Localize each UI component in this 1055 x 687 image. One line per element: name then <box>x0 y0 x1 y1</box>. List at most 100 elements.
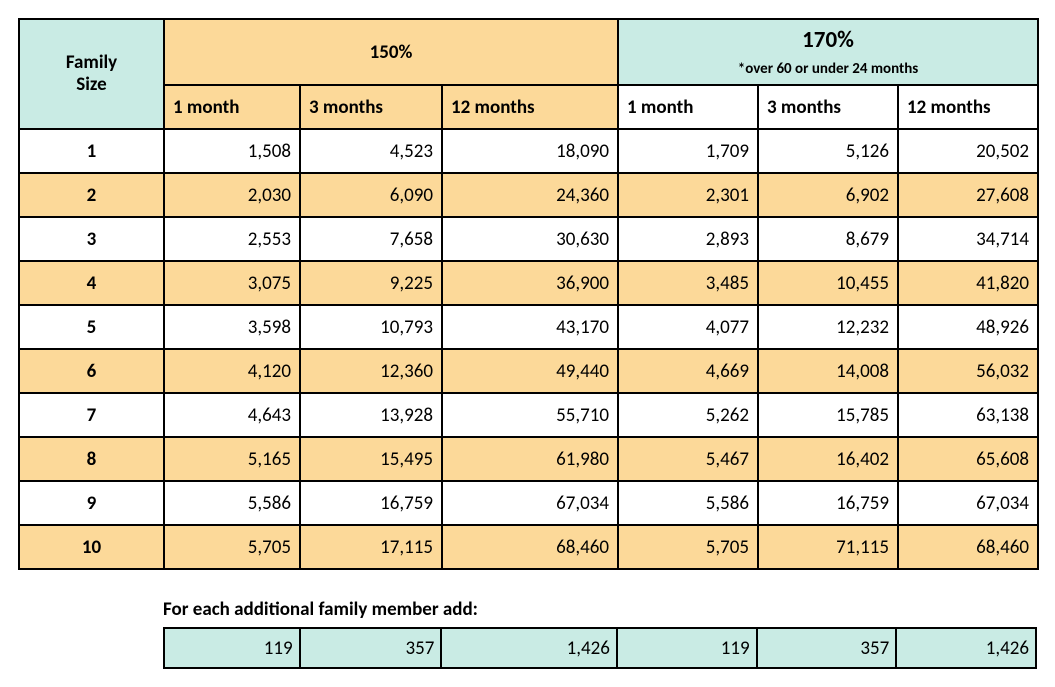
cell-value-150: 36,900 <box>442 261 618 305</box>
table-row: 105,70517,11568,4605,70571,11568,460 <box>19 525 1038 569</box>
additional-member-value: 1,426 <box>441 628 617 668</box>
cell-value-170: 4,669 <box>618 349 758 393</box>
header-period-170-2: 12 months <box>898 85 1038 129</box>
cell-value-170: 8,679 <box>758 217 898 261</box>
cell-value-150: 5,705 <box>164 525 300 569</box>
additional-member-value: 357 <box>300 628 442 668</box>
cell-value-150: 61,980 <box>442 437 618 481</box>
cell-family-size: 3 <box>19 217 164 261</box>
header-period-150-0: 1 month <box>164 85 300 129</box>
header-group-170-note: *over 60 or under 24 months <box>627 60 1029 78</box>
cell-value-150: 43,170 <box>442 305 618 349</box>
cell-value-170: 5,586 <box>618 481 758 525</box>
cell-value-170: 5,467 <box>618 437 758 481</box>
header-group-150: 150% <box>164 19 618 85</box>
cell-value-150: 1,508 <box>164 129 300 173</box>
cell-value-150: 68,460 <box>442 525 618 569</box>
cell-value-170: 2,893 <box>618 217 758 261</box>
cell-value-170: 5,126 <box>758 129 898 173</box>
cell-value-170: 63,138 <box>898 393 1038 437</box>
header-family-size: FamilySize <box>19 19 164 129</box>
cell-value-150: 2,030 <box>164 173 300 217</box>
header-group-170: 170% *over 60 or under 24 months <box>618 19 1038 85</box>
cell-value-170: 68,460 <box>898 525 1038 569</box>
table-row: 95,58616,75967,0345,58616,75967,034 <box>19 481 1038 525</box>
cell-value-150: 4,120 <box>164 349 300 393</box>
cell-family-size: 4 <box>19 261 164 305</box>
cell-family-size: 7 <box>19 393 164 437</box>
cell-value-150: 55,710 <box>442 393 618 437</box>
cell-value-150: 67,034 <box>442 481 618 525</box>
cell-value-170: 65,608 <box>898 437 1038 481</box>
cell-value-170: 67,034 <box>898 481 1038 525</box>
header-period-150-2: 12 months <box>442 85 618 129</box>
additional-member-row: 1193571,4261193571,426 <box>164 628 1036 668</box>
header-group-170-text: 170% <box>627 26 1029 54</box>
table-row: 32,5537,65830,6302,8938,67934,714 <box>19 217 1038 261</box>
header-period-150-1: 3 months <box>300 85 442 129</box>
cell-value-170: 5,262 <box>618 393 758 437</box>
cell-value-170: 34,714 <box>898 217 1038 261</box>
cell-value-150: 2,553 <box>164 217 300 261</box>
table-row: 53,59810,79343,1704,07712,23248,926 <box>19 305 1038 349</box>
additional-member-value: 357 <box>757 628 897 668</box>
additional-member-value: 119 <box>164 628 300 668</box>
cell-value-170: 71,115 <box>758 525 898 569</box>
cell-value-170: 12,232 <box>758 305 898 349</box>
cell-value-150: 15,495 <box>300 437 442 481</box>
header-period-170-0: 1 month <box>618 85 758 129</box>
additional-member-value: 1,426 <box>896 628 1036 668</box>
cell-value-170: 56,032 <box>898 349 1038 393</box>
cell-value-150: 18,090 <box>442 129 618 173</box>
footer-label: For each additional family member add: <box>163 598 1037 621</box>
header-row-periods: 1 month3 months12 months1 month3 months1… <box>19 85 1038 129</box>
header-period-170-1: 3 months <box>758 85 898 129</box>
cell-value-150: 17,115 <box>300 525 442 569</box>
cell-family-size: 5 <box>19 305 164 349</box>
cell-value-150: 24,360 <box>442 173 618 217</box>
table-row: 11,5084,52318,0901,7095,12620,502 <box>19 129 1038 173</box>
cell-value-170: 41,820 <box>898 261 1038 305</box>
cell-value-150: 13,928 <box>300 393 442 437</box>
cell-value-170: 2,301 <box>618 173 758 217</box>
cell-value-150: 10,793 <box>300 305 442 349</box>
cell-value-170: 10,455 <box>758 261 898 305</box>
cell-value-150: 5,586 <box>164 481 300 525</box>
cell-value-170: 27,608 <box>898 173 1038 217</box>
header-family-size-text: FamilySize <box>66 51 117 96</box>
income-table: FamilySize 150% 170% *over 60 or under 2… <box>18 18 1039 570</box>
cell-value-170: 1,709 <box>618 129 758 173</box>
cell-family-size: 6 <box>19 349 164 393</box>
cell-value-170: 4,077 <box>618 305 758 349</box>
cell-value-150: 3,598 <box>164 305 300 349</box>
cell-value-150: 5,165 <box>164 437 300 481</box>
cell-value-150: 16,759 <box>300 481 442 525</box>
cell-family-size: 2 <box>19 173 164 217</box>
cell-value-170: 5,705 <box>618 525 758 569</box>
cell-family-size: 10 <box>19 525 164 569</box>
table-row: 85,16515,49561,9805,46716,40265,608 <box>19 437 1038 481</box>
table-row: 64,12012,36049,4404,66914,00856,032 <box>19 349 1038 393</box>
additional-member-table: 1193571,4261193571,426 <box>163 627 1037 669</box>
cell-family-size: 9 <box>19 481 164 525</box>
cell-value-170: 3,485 <box>618 261 758 305</box>
cell-value-150: 12,360 <box>300 349 442 393</box>
cell-value-150: 4,523 <box>300 129 442 173</box>
table-row: 74,64313,92855,7105,26215,78563,138 <box>19 393 1038 437</box>
cell-value-170: 48,926 <box>898 305 1038 349</box>
cell-value-150: 49,440 <box>442 349 618 393</box>
cell-value-170: 14,008 <box>758 349 898 393</box>
cell-value-150: 3,075 <box>164 261 300 305</box>
table-row: 43,0759,22536,9003,48510,45541,820 <box>19 261 1038 305</box>
cell-family-size: 8 <box>19 437 164 481</box>
cell-value-170: 20,502 <box>898 129 1038 173</box>
table-row: 22,0306,09024,3602,3016,90227,608 <box>19 173 1038 217</box>
cell-value-150: 30,630 <box>442 217 618 261</box>
additional-member-value: 119 <box>617 628 757 668</box>
header-group-150-text: 150% <box>370 41 413 64</box>
footer-section: For each additional family member add: 1… <box>163 598 1037 669</box>
cell-value-150: 6,090 <box>300 173 442 217</box>
cell-value-150: 4,643 <box>164 393 300 437</box>
cell-value-170: 16,759 <box>758 481 898 525</box>
cell-value-150: 7,658 <box>300 217 442 261</box>
